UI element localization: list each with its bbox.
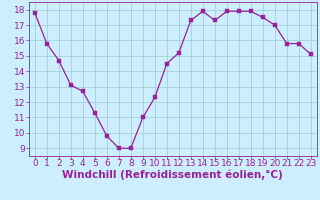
X-axis label: Windchill (Refroidissement éolien,°C): Windchill (Refroidissement éolien,°C) <box>62 170 283 180</box>
